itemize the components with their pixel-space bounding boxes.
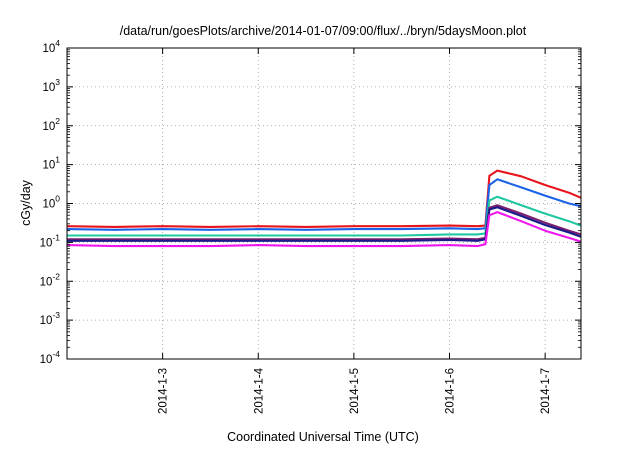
y-tick-label: 103 (42, 77, 60, 94)
x-axis-ticks: 2014-1-3 2014-1-4 2014-1-5 2014-1-6 2014-1-7 (158, 48, 552, 414)
series-line-4 (67, 204, 582, 241)
series-line-3 (67, 195, 582, 237)
y-tick-label: 10-2 (40, 271, 61, 288)
y-tick-label: 10-3 (40, 310, 61, 327)
x-tick-label: 2014-1-4 (253, 367, 265, 414)
y-axis-label: cGy/day (19, 179, 33, 226)
y-tick-label: 10-1 (40, 232, 61, 249)
series-line-2 (66, 178, 582, 231)
series-layer (66, 169, 582, 248)
series-line-5 (67, 206, 582, 242)
y-tick-label: 104 (42, 38, 60, 55)
series-line-1 (66, 169, 582, 228)
chart-title: /data/run/goesPlots/archive/2014-01-07/0… (120, 24, 527, 38)
y-tick-label: 100 (42, 194, 60, 211)
x-tick-label: 2014-1-6 (445, 368, 457, 414)
x-tick-label: 2014-1-5 (349, 368, 361, 414)
x-tick-label: 2014-1-3 (158, 368, 170, 414)
y-tick-label: 102 (42, 116, 60, 133)
y-tick-label: 101 (42, 155, 60, 172)
grid (67, 48, 581, 359)
y-axis-ticks: 10-4 10-3 10-2 10-1 100 101 102 103 104 (40, 38, 581, 366)
series-line-6 (66, 211, 582, 248)
y-tick-label: 10-4 (40, 349, 61, 366)
x-tick-label: 2014-1-7 (540, 368, 552, 414)
x-axis-label: Coordinated Universal Time (UTC) (227, 430, 419, 444)
